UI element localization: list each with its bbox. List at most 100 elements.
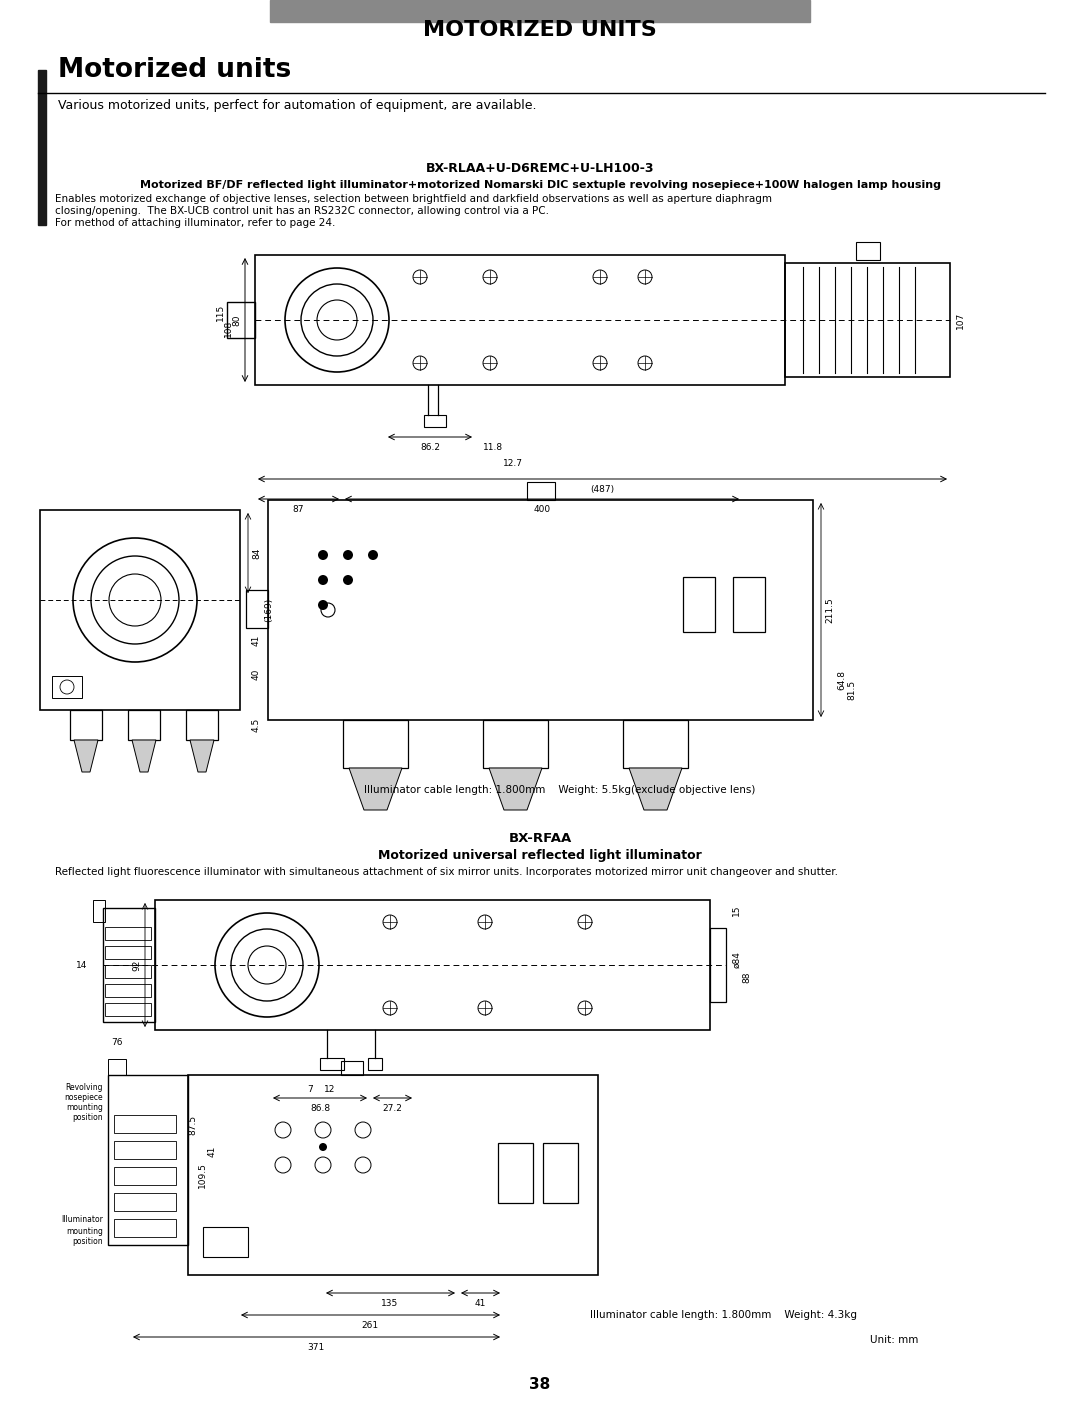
Text: 14: 14 (76, 961, 87, 969)
Text: 135: 135 (381, 1300, 399, 1308)
Bar (70, 710, 102, 740)
Text: 15: 15 (732, 905, 741, 916)
Bar (40, 510, 240, 710)
Text: 7: 7 (307, 1085, 313, 1094)
Bar (623, 719, 688, 769)
Bar (114, 1116, 176, 1132)
Text: Enables motorized exchange of objective lenses, selection between brightfield an: Enables motorized exchange of objective … (55, 194, 772, 204)
Bar (527, 482, 554, 500)
Text: BX-RFAA: BX-RFAA (509, 832, 571, 844)
Text: 11.8: 11.8 (483, 443, 503, 452)
Bar (483, 719, 548, 769)
Bar (498, 1144, 534, 1203)
Bar (424, 414, 446, 427)
Bar (188, 1075, 598, 1274)
Bar (38, 70, 46, 225)
Polygon shape (190, 740, 214, 771)
Bar (227, 302, 255, 339)
Text: 108: 108 (224, 319, 233, 337)
Text: 41: 41 (208, 1145, 217, 1156)
Bar (270, 0, 810, 22)
Text: 12.7: 12.7 (503, 459, 523, 468)
Bar (129, 710, 160, 740)
Bar (320, 1058, 345, 1071)
Text: nosepiece: nosepiece (65, 1093, 103, 1102)
Bar (255, 254, 785, 385)
Text: position: position (72, 1238, 103, 1246)
Polygon shape (629, 769, 681, 811)
Bar (114, 1141, 176, 1159)
Bar (203, 1227, 248, 1257)
Text: Motorized BF/DF reflected light illuminator+motorized Nomarski DIC sextuple revo: Motorized BF/DF reflected light illumina… (139, 180, 941, 190)
Bar (105, 983, 151, 998)
Text: Unit: mm: Unit: mm (870, 1335, 918, 1345)
Text: 88: 88 (742, 971, 751, 982)
Text: 4.5: 4.5 (252, 718, 261, 732)
Bar (93, 901, 105, 922)
Text: 27.2: 27.2 (382, 1104, 402, 1113)
Text: 400: 400 (534, 504, 551, 514)
Bar (105, 927, 151, 940)
Bar (108, 1075, 188, 1245)
Text: Illuminator cable length: 1.800mm    Weight: 5.5kg(exclude objective lens): Illuminator cable length: 1.800mm Weight… (364, 785, 756, 795)
Bar (268, 500, 813, 719)
Text: 40: 40 (252, 669, 261, 680)
Polygon shape (132, 740, 156, 771)
Bar (341, 1061, 363, 1075)
Text: 86.2: 86.2 (420, 443, 440, 452)
Text: 84: 84 (252, 548, 261, 559)
Text: 64.8: 64.8 (837, 670, 846, 690)
Circle shape (318, 575, 328, 584)
Text: position: position (72, 1113, 103, 1121)
Circle shape (319, 1144, 327, 1151)
Circle shape (343, 575, 353, 584)
Text: 87.5: 87.5 (188, 1116, 197, 1135)
Text: 211.5: 211.5 (825, 597, 834, 622)
Polygon shape (349, 769, 402, 811)
Bar (114, 1220, 176, 1236)
Text: 92: 92 (132, 960, 141, 971)
Text: 107: 107 (956, 312, 966, 329)
Bar (52, 676, 82, 698)
Text: 41: 41 (252, 634, 261, 646)
Text: mounting: mounting (66, 1103, 103, 1111)
Text: ø84: ø84 (732, 951, 741, 968)
Bar (103, 908, 156, 1021)
Bar (683, 577, 715, 632)
Bar (105, 946, 151, 960)
Bar (108, 1059, 126, 1075)
Text: Reflected light fluorescence illuminator with simultaneous attachment of six mir: Reflected light fluorescence illuminator… (55, 867, 838, 877)
Text: 41: 41 (474, 1300, 486, 1308)
Text: 87: 87 (293, 504, 303, 514)
Text: 86.8: 86.8 (310, 1104, 330, 1113)
Text: 38: 38 (529, 1377, 551, 1392)
Text: 115: 115 (216, 303, 225, 320)
Text: 261: 261 (362, 1321, 379, 1331)
Bar (710, 927, 726, 1002)
Text: Motorized universal reflected light illuminator: Motorized universal reflected light illu… (378, 849, 702, 863)
Circle shape (318, 600, 328, 610)
Text: closing/opening.  The BX-UCB control unit has an RS232C connector, allowing cont: closing/opening. The BX-UCB control unit… (55, 207, 549, 216)
Circle shape (343, 549, 353, 561)
Text: 81.5: 81.5 (847, 680, 856, 700)
Bar (343, 719, 408, 769)
Text: (169): (169) (264, 599, 273, 622)
Bar (733, 577, 765, 632)
Text: For method of attaching illuminator, refer to page 24.: For method of attaching illuminator, ref… (55, 218, 336, 228)
Text: MOTORIZED UNITS: MOTORIZED UNITS (423, 20, 657, 39)
Bar (156, 901, 710, 1030)
Text: 371: 371 (308, 1343, 325, 1352)
Text: Illuminator cable length: 1.800mm    Weight: 4.3kg: Illuminator cable length: 1.800mm Weight… (590, 1309, 858, 1321)
Text: (487): (487) (591, 485, 615, 495)
Text: mounting: mounting (66, 1227, 103, 1235)
Bar (785, 263, 950, 377)
Bar (186, 710, 218, 740)
Text: Various motorized units, perfect for automation of equipment, are available.: Various motorized units, perfect for aut… (58, 98, 537, 112)
Bar (114, 1193, 176, 1211)
Bar (105, 1003, 151, 1016)
Text: 80: 80 (232, 315, 241, 326)
Polygon shape (75, 740, 98, 771)
Bar (543, 1144, 578, 1203)
Bar (368, 1058, 382, 1071)
Text: Illuminator: Illuminator (62, 1215, 103, 1225)
